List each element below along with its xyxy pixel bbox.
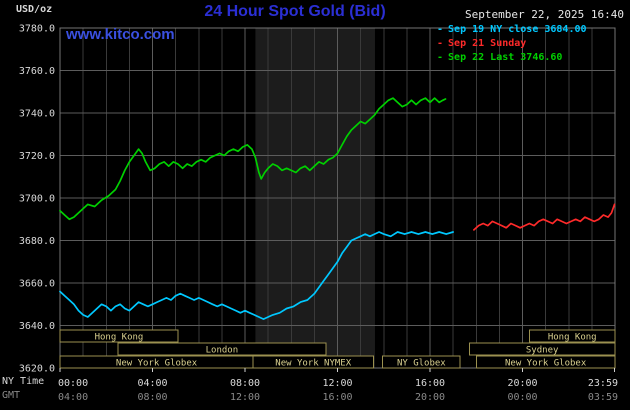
x-tick-ny-time: 04:00 [137, 378, 167, 389]
x-tick-gmt: 03:59 [588, 392, 618, 403]
y-tick-label: 3780.0 [19, 24, 55, 35]
x-tick-ny-time: 23:59 [588, 378, 618, 389]
legend-label: Sep 22 Last 3746.60 [448, 52, 563, 63]
gmt-axis-label: GMT [2, 390, 21, 401]
x-tick-ny-time: 08:00 [230, 378, 260, 389]
session-label: Hong Kong [95, 333, 144, 343]
kitco-website-link[interactable]: www.kitco.com [66, 26, 175, 43]
session-label: London [206, 346, 239, 356]
ny-time-axis-label: NY Time [2, 376, 45, 387]
x-tick-gmt: 00:00 [507, 392, 537, 403]
price-units-label: USD/oz [16, 4, 53, 15]
session-label: Sydney [526, 346, 559, 356]
price-line-sep-22-last [59, 97, 447, 221]
chart-datetime: September 22, 2025 16:40 [465, 8, 624, 21]
x-tick-gmt: 04:00 [58, 392, 88, 403]
x-tick-gmt: 12:00 [230, 392, 260, 403]
session-label: New York Globex [116, 359, 198, 369]
legend-swatch: - [437, 52, 444, 63]
session-box [59, 329, 179, 343]
session-box [382, 355, 461, 369]
session-label: New York Globex [505, 359, 587, 369]
x-tick-gmt: 08:00 [137, 392, 167, 403]
x-tick-ny-time: 12:00 [322, 378, 352, 389]
y-tick-label: 3720.0 [19, 151, 55, 162]
session-label: Hong Kong [548, 333, 597, 343]
price-line-sep-21-sunday [473, 203, 616, 231]
session-box [117, 342, 327, 356]
y-tick-label: 3680.0 [19, 236, 55, 247]
y-tick-label: 3700.0 [19, 194, 55, 205]
legend-item: - Sep 19 NY close 3684.00 [437, 24, 587, 35]
x-tick-gmt: 16:00 [322, 392, 352, 403]
x-tick-ny-time: 16:00 [415, 378, 445, 389]
legend-item: - Sep 22 Last 3746.60 [437, 52, 587, 63]
price-line-sep-19-ny-close [59, 231, 454, 320]
y-tick-label: 3620.0 [19, 364, 55, 375]
session-box [528, 329, 616, 343]
y-tick-label: 3640.0 [19, 321, 55, 332]
x-tick-ny-time: 00:00 [58, 378, 88, 389]
session-box [468, 342, 616, 356]
session-box [252, 355, 374, 369]
y-tick-label: 3760.0 [19, 66, 55, 77]
session-label: NY Globex [397, 359, 446, 369]
x-tick-ny-time: 20:00 [507, 378, 537, 389]
session-label: New York NYMEX [275, 359, 351, 369]
y-tick-label: 3660.0 [19, 279, 55, 290]
chart-title: 24 Hour Spot Gold (Bid) [204, 3, 386, 20]
chart-legend: - Sep 19 NY close 3684.00- Sep 21 Sunday - S… [437, 24, 587, 63]
legend-item: - Sep 21 Sunday [437, 38, 587, 49]
y-tick-label: 3740.0 [19, 109, 55, 120]
legend-label: Sep 21 Sunday [448, 38, 527, 49]
x-tick-gmt: 20:00 [415, 392, 445, 403]
session-box [475, 355, 616, 369]
legend-swatch: - [437, 24, 444, 35]
legend-swatch: - [437, 38, 444, 49]
legend-label: Sep 19 NY close 3684.00 [448, 24, 587, 35]
